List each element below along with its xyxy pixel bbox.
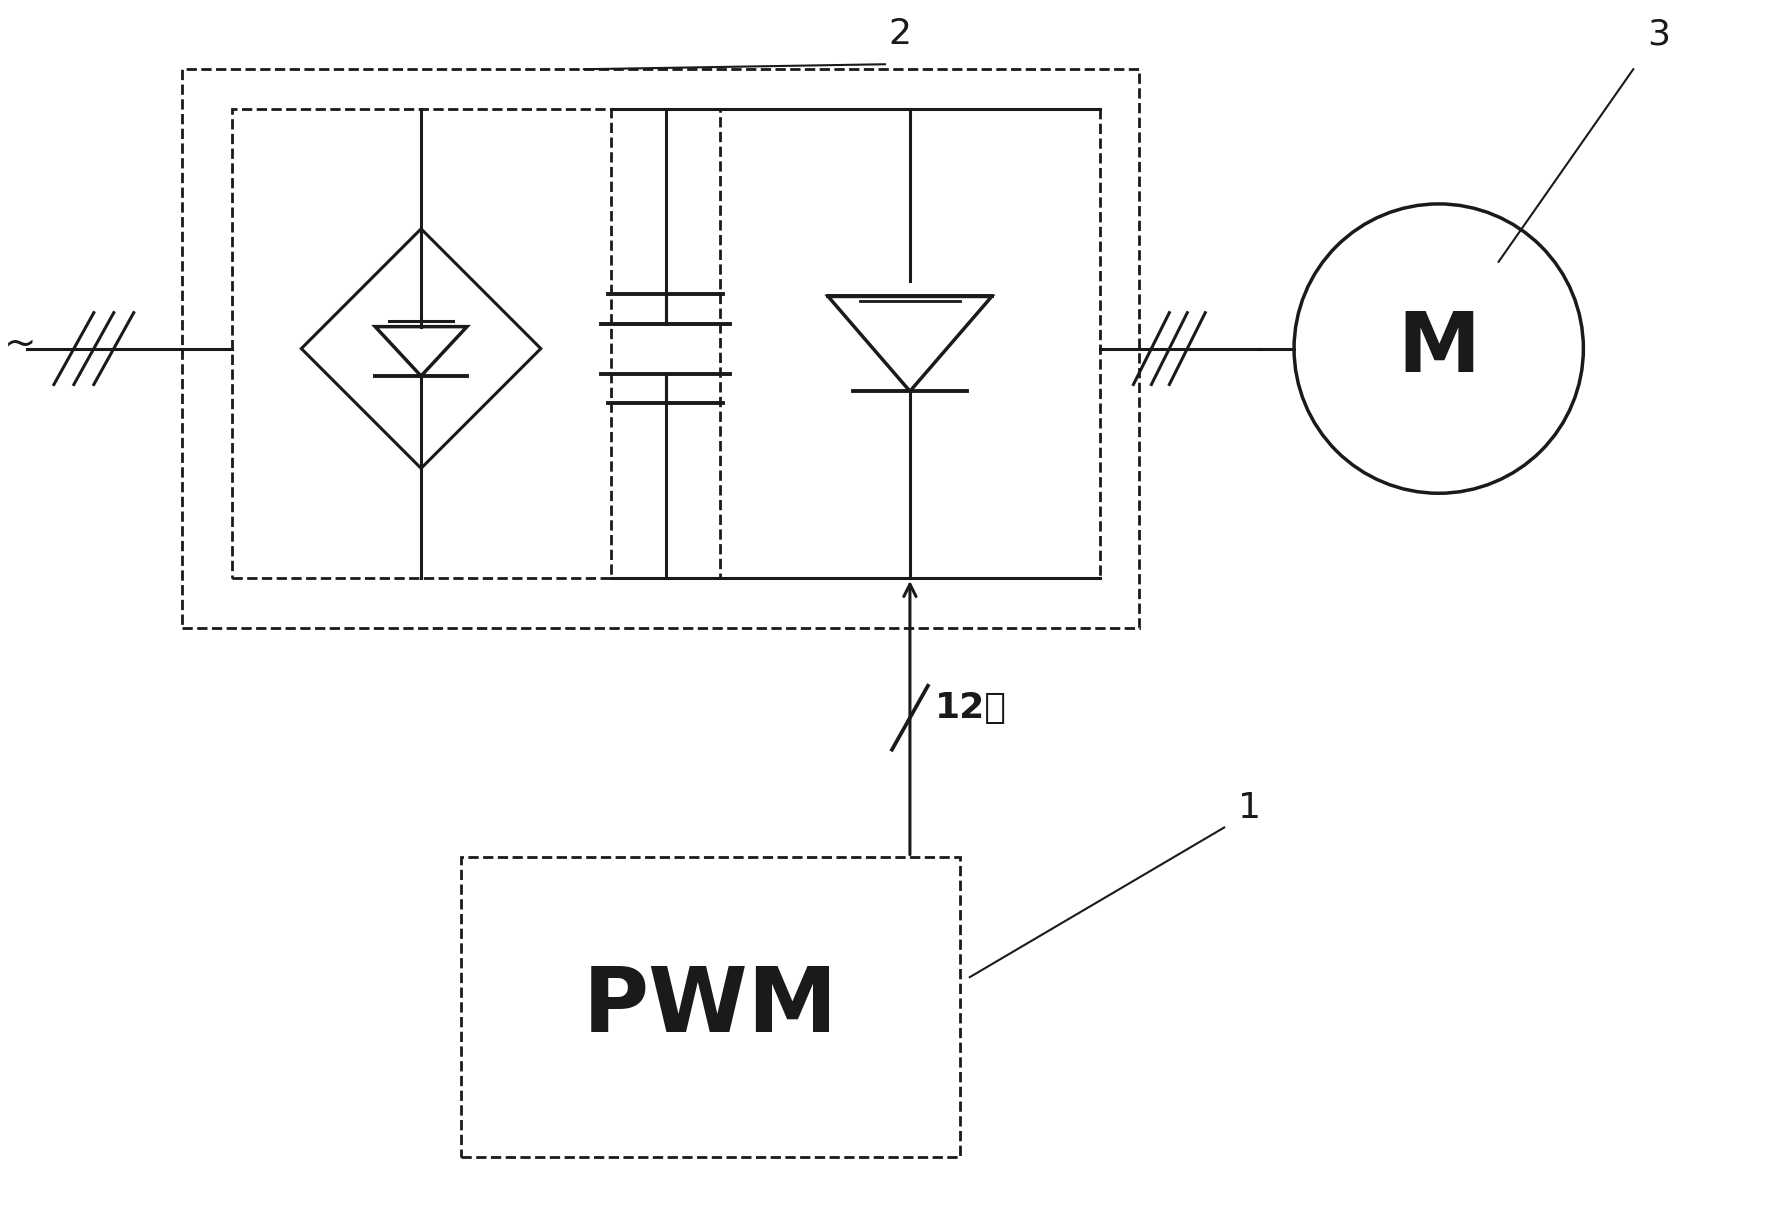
Text: 3: 3	[1646, 17, 1669, 51]
Text: 2: 2	[888, 17, 911, 51]
Text: M: M	[1397, 308, 1480, 389]
Text: 12路: 12路	[934, 691, 1007, 725]
Text: ~: ~	[4, 325, 37, 362]
Text: PWM: PWM	[583, 963, 839, 1051]
Text: 1: 1	[1238, 790, 1261, 825]
